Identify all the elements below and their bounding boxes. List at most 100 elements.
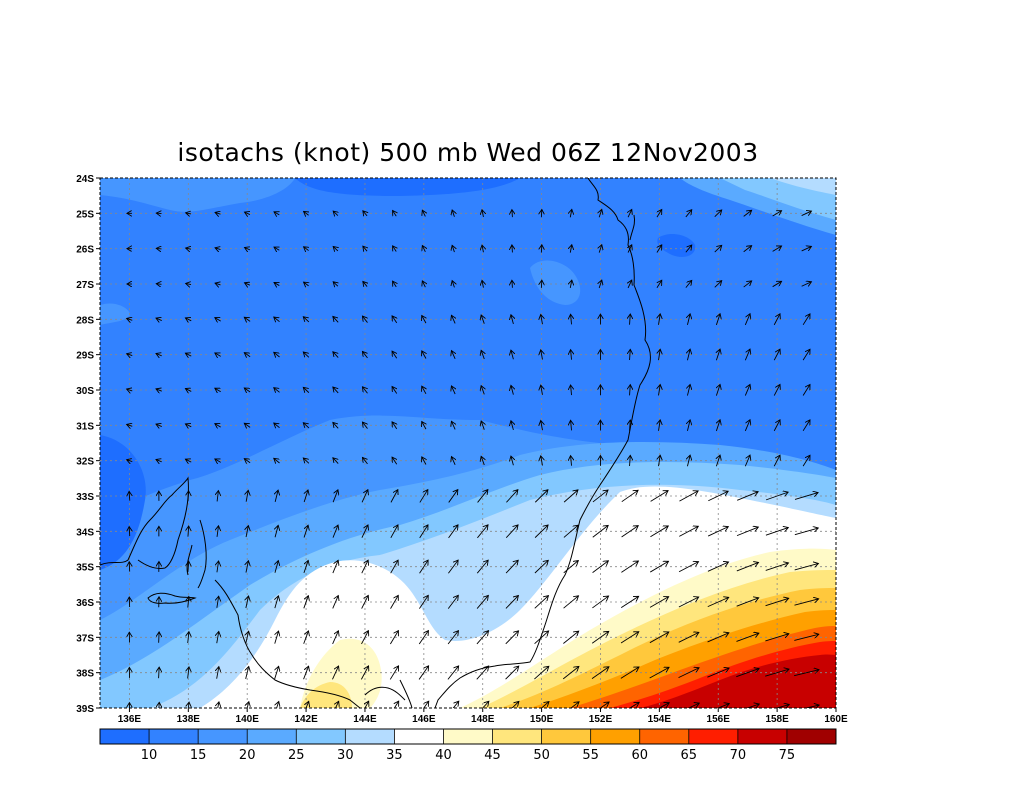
wind-arrow (392, 316, 397, 324)
wind-arrow (333, 282, 338, 286)
colorbar-swatch (345, 729, 395, 744)
lon-tick-label: 136E (118, 714, 142, 725)
wind-arrow (772, 246, 782, 252)
wind-arrow (650, 491, 669, 502)
wind-arrow (685, 210, 692, 218)
colorbar-swatch (688, 729, 739, 744)
wind-arrow (630, 314, 631, 325)
lon-tick-label: 146E (412, 714, 436, 725)
wind-arrow (511, 421, 513, 431)
wind-arrow (534, 631, 549, 645)
colorbar-label: 60 (631, 748, 648, 763)
wind-arrow (156, 248, 161, 249)
wind-arrow (332, 525, 338, 538)
wind-arrow (599, 209, 602, 218)
wind-arrow (275, 702, 279, 708)
wind-arrow (650, 526, 668, 538)
wind-arrow (363, 211, 367, 216)
wind-arrow (687, 703, 699, 708)
wind-arrow (571, 350, 572, 360)
lat-tick-label: 24S (76, 174, 94, 185)
wind-arrow (506, 490, 517, 503)
wind-arrow (599, 280, 602, 289)
wind-arrow (246, 596, 249, 609)
wind-arrow (591, 631, 609, 644)
wind-arrow (714, 245, 722, 253)
wind-arrow (447, 595, 458, 609)
wind-arrow (215, 424, 221, 427)
wind-arrow (802, 385, 810, 396)
wind-arrow (274, 423, 280, 428)
wind-arrow (419, 525, 428, 539)
wind-arrow (333, 458, 339, 464)
lon-tick-label: 152E (589, 714, 613, 725)
wind-arrow (794, 563, 819, 571)
wind-arrow (389, 666, 398, 680)
wind-arrow (620, 667, 639, 679)
colorbar-swatch (541, 729, 592, 744)
wind-arrow (716, 314, 720, 326)
lat-tick-label: 29S (76, 351, 94, 362)
wind-arrow (332, 490, 338, 503)
wind-arrow (714, 210, 722, 218)
wind-arrow (156, 459, 162, 461)
wind-arrow (127, 424, 133, 426)
wind-arrow (451, 315, 455, 324)
wind-arrow (679, 526, 698, 537)
lon-tick-label: 160E (824, 714, 848, 725)
wind-arrow (794, 634, 818, 641)
wind-arrow (620, 632, 639, 644)
wind-arrow (541, 385, 543, 395)
colorbar-swatch (492, 729, 543, 744)
wind-arrow (422, 351, 426, 359)
lon-tick-label: 148E (471, 714, 495, 725)
wind-arrow (304, 211, 309, 215)
wind-arrow (563, 596, 579, 609)
wind-arrow (659, 455, 661, 467)
wind-arrow (563, 490, 578, 503)
wind-arrow (215, 318, 221, 321)
wind-arrow (188, 491, 189, 502)
wind-arrow (451, 351, 455, 359)
wind-arrow (481, 456, 484, 466)
wind-arrow (717, 704, 729, 708)
wind-arrow (393, 210, 397, 217)
colorbar-label: 75 (779, 748, 796, 763)
wind-arrow (481, 421, 484, 430)
wind-arrow (801, 211, 812, 216)
wind-arrow (511, 701, 519, 708)
colorbar-swatch (247, 729, 297, 744)
wind-arrow (217, 596, 219, 608)
wind-arrow (481, 386, 484, 395)
wind-arrow (332, 666, 338, 680)
wind-arrow (649, 597, 669, 608)
wind-arrow (390, 701, 399, 708)
wind-arrow (592, 561, 609, 573)
wind-arrow (563, 561, 579, 574)
wind-arrow (765, 563, 789, 571)
wind-arrow (274, 352, 280, 357)
wind-arrow (390, 525, 398, 539)
wind-arrow (452, 245, 454, 253)
wind-arrow (304, 247, 309, 251)
wind-arrow (156, 213, 161, 214)
lon-tick-label: 144E (353, 714, 377, 725)
wind-arrow (304, 490, 308, 503)
wind-arrow (418, 666, 429, 680)
lat-tick-label: 38S (76, 669, 94, 680)
wind-arrow (802, 349, 810, 361)
wind-arrow (332, 560, 338, 574)
wind-arrow (630, 420, 631, 431)
colorbar-swatch (198, 729, 248, 744)
lon-tick-label: 140E (236, 714, 260, 725)
wind-arrow (246, 702, 249, 708)
colorbar-label: 10 (141, 748, 158, 763)
wind-arrow (275, 631, 279, 644)
wind-arrow (773, 455, 780, 467)
wind-arrow (707, 633, 729, 643)
wind-arrow (244, 388, 251, 392)
wind-arrow (186, 213, 191, 214)
wind-arrow (476, 666, 489, 680)
colorbar-label: 20 (239, 748, 256, 763)
lon-tick-label: 150E (530, 714, 554, 725)
